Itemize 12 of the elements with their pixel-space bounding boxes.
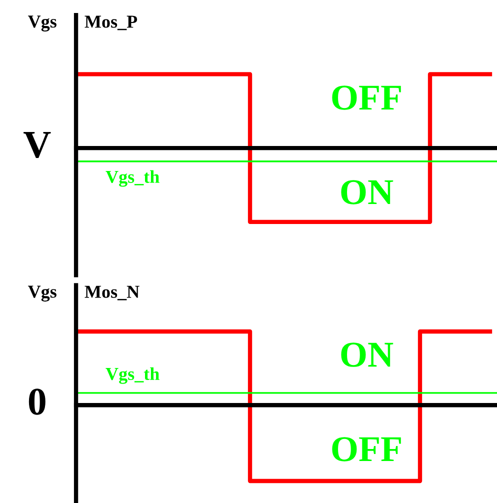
ref-line-label: Vgs_th bbox=[106, 170, 160, 187]
y-axis-title: Vgs bbox=[28, 16, 56, 32]
annotation: ON bbox=[341, 342, 394, 367]
annotation: ON bbox=[341, 180, 394, 204]
text: 0 bbox=[28, 388, 46, 415]
text: V bbox=[24, 132, 51, 158]
y-axis-title: Vgs bbox=[28, 286, 56, 302]
chart-title: Mos_P bbox=[84, 16, 138, 30]
chart-title: Mos_N bbox=[84, 286, 140, 300]
annotation: OFF bbox=[332, 86, 401, 110]
annotation: OFF bbox=[332, 437, 401, 462]
ref-line-label: Vgs_th bbox=[106, 367, 160, 384]
